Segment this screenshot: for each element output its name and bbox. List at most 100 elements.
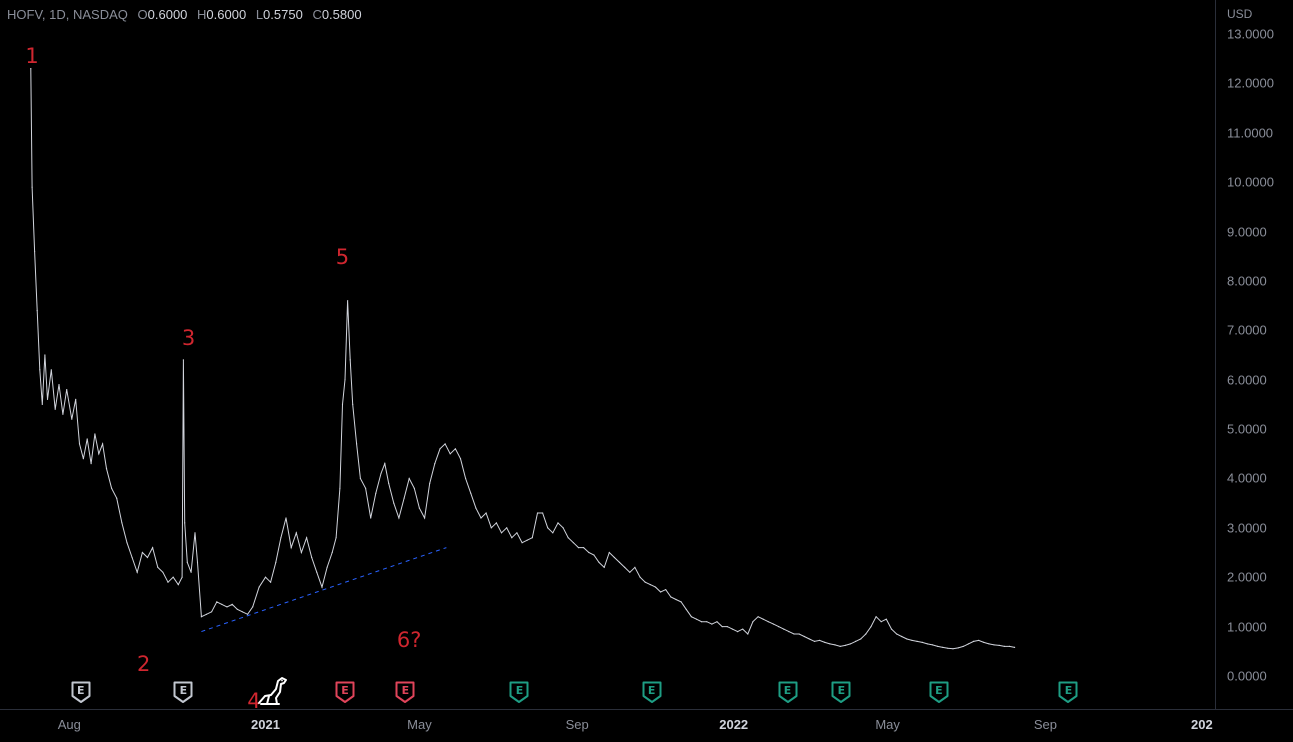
earnings-marker-icon[interactable]: E [172,680,194,704]
price-point [335,537,337,539]
price-point [359,477,361,480]
earnings-marker-icon[interactable]: E [641,680,663,704]
price-point [71,418,73,420]
price-point [341,403,344,405]
price-point [916,640,918,643]
earnings-marker-icon[interactable]: E [508,680,530,704]
price-point [608,551,610,554]
price-point [50,369,52,371]
price-point [454,448,456,450]
price-point [973,640,975,643]
earnings-marker-label: E [341,684,349,697]
price-point [937,645,939,648]
price-line-points [30,68,1016,650]
price-point [511,537,513,539]
price-point [275,561,277,564]
price-point [721,626,723,628]
low-value: 0.5750 [263,7,303,22]
earnings-marker-icon[interactable]: E [777,680,799,704]
price-point [952,648,954,650]
price-point [398,517,400,519]
price-point [31,186,33,188]
price-point [706,621,708,623]
price-point [285,517,287,519]
price-point [94,433,96,435]
time-tick-label: Sep [1033,717,1057,732]
price-point [393,502,395,504]
price-tick-label: 5.0000 [1227,421,1267,437]
price-point [978,639,980,642]
price-point [388,482,390,484]
price-point [849,643,852,645]
low-label: L [255,7,264,22]
close-value: 0.5800 [321,7,362,22]
price-point [906,638,908,640]
price-tick-label: 3.0000 [1227,520,1267,536]
wave-label[interactable]: 6? [396,628,422,653]
price-point [572,542,575,544]
price-point [380,472,382,475]
price-point [613,556,616,559]
price-point [111,487,113,489]
price-point [116,497,118,499]
price-point [194,532,196,534]
price-point [716,621,718,623]
price-point [901,635,903,638]
price-point [726,626,728,628]
wave-label[interactable]: 2 [136,651,151,676]
price-tick-label: 12.0000 [1227,75,1274,91]
price-point [167,581,169,583]
earnings-marker-label: E [647,684,656,697]
earnings-marker-icon[interactable]: E [70,680,92,704]
open-value: 0.6000 [147,7,188,22]
earnings-marker-icon[interactable]: E [830,680,852,704]
earnings-marker-icon[interactable]: E [334,680,356,704]
price-point [131,556,133,559]
price-point [660,591,662,593]
price-point [680,601,682,603]
price-tick-label: 6.0000 [1227,372,1267,388]
wave-label[interactable]: 3 [181,325,196,350]
price-point [46,398,49,400]
wave-label[interactable]: 4 [247,688,261,713]
price-point [470,492,472,494]
wave-label[interactable]: 1 [25,44,39,69]
price-tick-label: 10.0000 [1227,174,1274,190]
price-point [177,584,179,586]
earnings-marker-label: E [515,684,524,697]
tradingview-dino-logo-icon[interactable] [256,676,290,713]
price-point [634,566,636,569]
earnings-marker-icon[interactable]: E [394,680,416,704]
price-point [30,68,32,70]
price-point [444,443,446,445]
earnings-marker-icon[interactable]: E [928,680,950,704]
currency-label[interactable]: USD [1227,7,1253,21]
earnings-marker-icon[interactable]: E [1057,680,1079,704]
price-point [459,458,462,460]
price-point [834,644,836,646]
price-point [190,571,192,573]
price-point [485,512,487,514]
price-point [885,618,887,620]
price-point [82,458,84,460]
time-tick-label: May [407,717,432,732]
price-point [531,537,533,539]
price-point [752,621,754,623]
price-point [347,300,349,302]
price-point [181,576,183,578]
trendline[interactable] [201,547,447,633]
price-point [290,547,292,549]
price-point [644,581,646,583]
price-point [1008,645,1011,648]
wave-label[interactable]: 5 [335,245,350,270]
price-point [126,542,128,544]
price-point [767,621,769,623]
price-point [803,635,805,638]
price-point [701,621,703,623]
price-point [75,398,77,400]
price-point [370,517,372,519]
earnings-marker-label: E [1064,684,1073,697]
price-point [778,626,780,628]
price-point [552,532,554,534]
